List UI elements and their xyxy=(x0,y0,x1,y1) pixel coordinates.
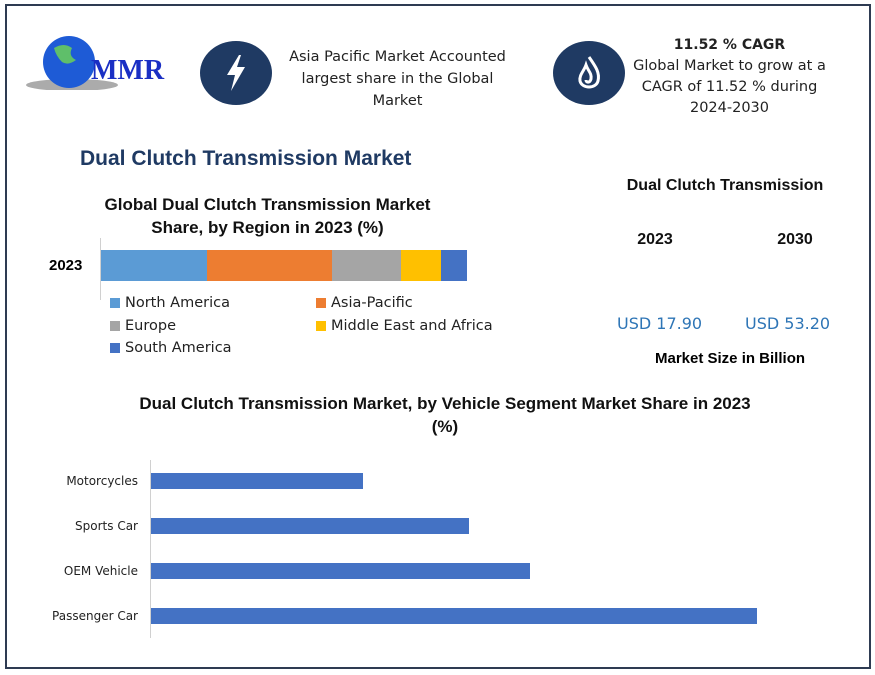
legend-label: Europe xyxy=(125,317,176,334)
bar-oem-vehicle xyxy=(151,563,530,579)
stacked-bar xyxy=(101,250,467,281)
segment-axis xyxy=(150,460,151,638)
region-chart-title: Global Dual Clutch Transmission Market S… xyxy=(104,195,431,237)
category-label: Motorcycles xyxy=(66,474,138,488)
legend-item: South America xyxy=(110,340,232,356)
legend-swatch xyxy=(110,320,120,331)
value-2030: USD 53.20 xyxy=(745,314,831,333)
category-label: Passenger Car xyxy=(52,609,138,623)
page-title: Dual Clutch Transmission Market xyxy=(80,147,412,170)
legend-label: Asia-Pacific xyxy=(331,295,413,311)
legend-swatch xyxy=(316,298,326,308)
mmr-logo: MMR xyxy=(24,30,184,91)
market-size-title: Dual Clutch Transmission xyxy=(626,177,824,194)
bar-segment-middle-east-and-africa xyxy=(401,250,442,281)
category-label: OEM Vehicle xyxy=(63,564,138,578)
bar-segment-south-america xyxy=(441,250,467,281)
bar-passenger-car xyxy=(151,608,757,624)
infographic-frame xyxy=(5,4,871,669)
legend-item: Europe xyxy=(110,318,176,334)
cagr-title: 11.52 % CAGR xyxy=(673,37,786,53)
legend-swatch xyxy=(316,320,326,331)
legend-label: South America xyxy=(125,340,232,356)
market-size-caption: Market Size in Billion xyxy=(654,350,806,367)
region-category-label: 2023 xyxy=(49,257,83,274)
logo-text: MMR xyxy=(91,55,165,86)
category-label: Sports Car xyxy=(75,519,138,533)
flame-icon xyxy=(553,41,625,105)
bar-sports-car xyxy=(151,518,470,534)
segment-chart-title: Dual Clutch Transmission Market, by Vehi… xyxy=(139,394,751,436)
region-legend: North America Asia-Pacific Europe Middle Ea… xyxy=(110,295,510,365)
year-2030: 2030 xyxy=(777,231,813,248)
legend-label: North America xyxy=(125,295,230,311)
legend-item: Middle East and Africa xyxy=(316,318,493,334)
legend-label: Middle East and Africa xyxy=(331,317,493,334)
bar-motorcycles xyxy=(151,473,364,489)
cagr-text: Global Market to grow at a CAGR of 11.52… xyxy=(633,58,826,116)
lightning-icon xyxy=(200,41,272,105)
bar-segment-north-america xyxy=(101,250,208,281)
bar-segment-europe xyxy=(331,250,402,281)
globe-icon xyxy=(26,36,118,91)
region-axis xyxy=(100,238,101,300)
legend-swatch xyxy=(110,343,120,353)
legend-swatch xyxy=(110,298,120,308)
legend-item: North America xyxy=(110,295,230,311)
highlight-region-text: Asia Pacific Market Accounted largest sh… xyxy=(289,49,506,109)
bar-segment-asia-pacific xyxy=(207,250,332,281)
value-2023: USD 17.90 xyxy=(617,314,703,333)
year-2023: 2023 xyxy=(637,231,673,248)
legend-item: Asia-Pacific xyxy=(316,295,413,311)
